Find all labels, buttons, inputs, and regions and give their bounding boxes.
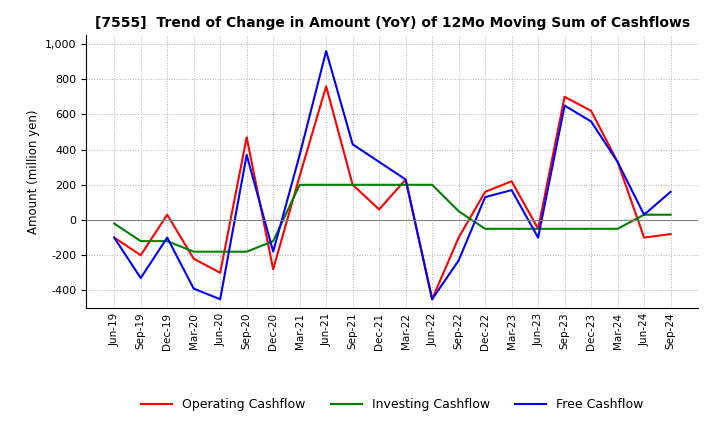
Operating Cashflow <box>428 297 436 302</box>
Free Cashflow <box>666 189 675 194</box>
Free Cashflow <box>243 152 251 158</box>
Y-axis label: Amount (million yen): Amount (million yen) <box>27 110 40 234</box>
Free Cashflow <box>481 194 490 200</box>
Line: Free Cashflow: Free Cashflow <box>114 51 670 299</box>
Operating Cashflow <box>136 253 145 258</box>
Investing Cashflow <box>110 221 119 226</box>
Investing Cashflow <box>216 249 225 254</box>
Free Cashflow <box>534 235 542 240</box>
Free Cashflow <box>322 48 330 54</box>
Free Cashflow <box>640 212 649 217</box>
Free Cashflow <box>560 103 569 108</box>
Investing Cashflow <box>348 182 357 187</box>
Line: Operating Cashflow: Operating Cashflow <box>114 86 670 299</box>
Investing Cashflow <box>243 249 251 254</box>
Operating Cashflow <box>560 94 569 99</box>
Investing Cashflow <box>322 182 330 187</box>
Free Cashflow <box>587 119 595 124</box>
Operating Cashflow <box>269 267 277 272</box>
Investing Cashflow <box>481 226 490 231</box>
Free Cashflow <box>216 297 225 302</box>
Free Cashflow <box>136 275 145 281</box>
Investing Cashflow <box>401 182 410 187</box>
Legend: Operating Cashflow, Investing Cashflow, Free Cashflow: Operating Cashflow, Investing Cashflow, … <box>136 393 649 416</box>
Operating Cashflow <box>640 235 649 240</box>
Investing Cashflow <box>454 209 463 214</box>
Operating Cashflow <box>454 235 463 240</box>
Operating Cashflow <box>189 256 198 261</box>
Operating Cashflow <box>508 179 516 184</box>
Investing Cashflow <box>534 226 542 231</box>
Operating Cashflow <box>110 235 119 240</box>
Investing Cashflow <box>587 226 595 231</box>
Operating Cashflow <box>481 189 490 194</box>
Investing Cashflow <box>269 238 277 244</box>
Investing Cashflow <box>295 182 304 187</box>
Investing Cashflow <box>428 182 436 187</box>
Line: Investing Cashflow: Investing Cashflow <box>114 185 670 252</box>
Investing Cashflow <box>375 182 384 187</box>
Free Cashflow <box>375 159 384 165</box>
Free Cashflow <box>613 159 622 165</box>
Operating Cashflow <box>613 159 622 165</box>
Free Cashflow <box>508 187 516 193</box>
Operating Cashflow <box>587 108 595 114</box>
Investing Cashflow <box>136 238 145 244</box>
Free Cashflow <box>269 249 277 254</box>
Free Cashflow <box>189 286 198 291</box>
Operating Cashflow <box>348 182 357 187</box>
Investing Cashflow <box>666 212 675 217</box>
Operating Cashflow <box>322 84 330 89</box>
Investing Cashflow <box>640 212 649 217</box>
Investing Cashflow <box>508 226 516 231</box>
Free Cashflow <box>428 297 436 302</box>
Operating Cashflow <box>534 226 542 231</box>
Free Cashflow <box>163 235 171 240</box>
Operating Cashflow <box>243 135 251 140</box>
Free Cashflow <box>295 152 304 158</box>
Operating Cashflow <box>666 231 675 237</box>
Title: [7555]  Trend of Change in Amount (YoY) of 12Mo Moving Sum of Cashflows: [7555] Trend of Change in Amount (YoY) o… <box>95 16 690 30</box>
Operating Cashflow <box>163 212 171 217</box>
Operating Cashflow <box>295 173 304 179</box>
Investing Cashflow <box>163 238 171 244</box>
Investing Cashflow <box>613 226 622 231</box>
Operating Cashflow <box>401 177 410 182</box>
Free Cashflow <box>110 235 119 240</box>
Operating Cashflow <box>216 270 225 275</box>
Investing Cashflow <box>189 249 198 254</box>
Free Cashflow <box>348 142 357 147</box>
Free Cashflow <box>454 258 463 263</box>
Investing Cashflow <box>560 226 569 231</box>
Operating Cashflow <box>375 207 384 212</box>
Free Cashflow <box>401 177 410 182</box>
